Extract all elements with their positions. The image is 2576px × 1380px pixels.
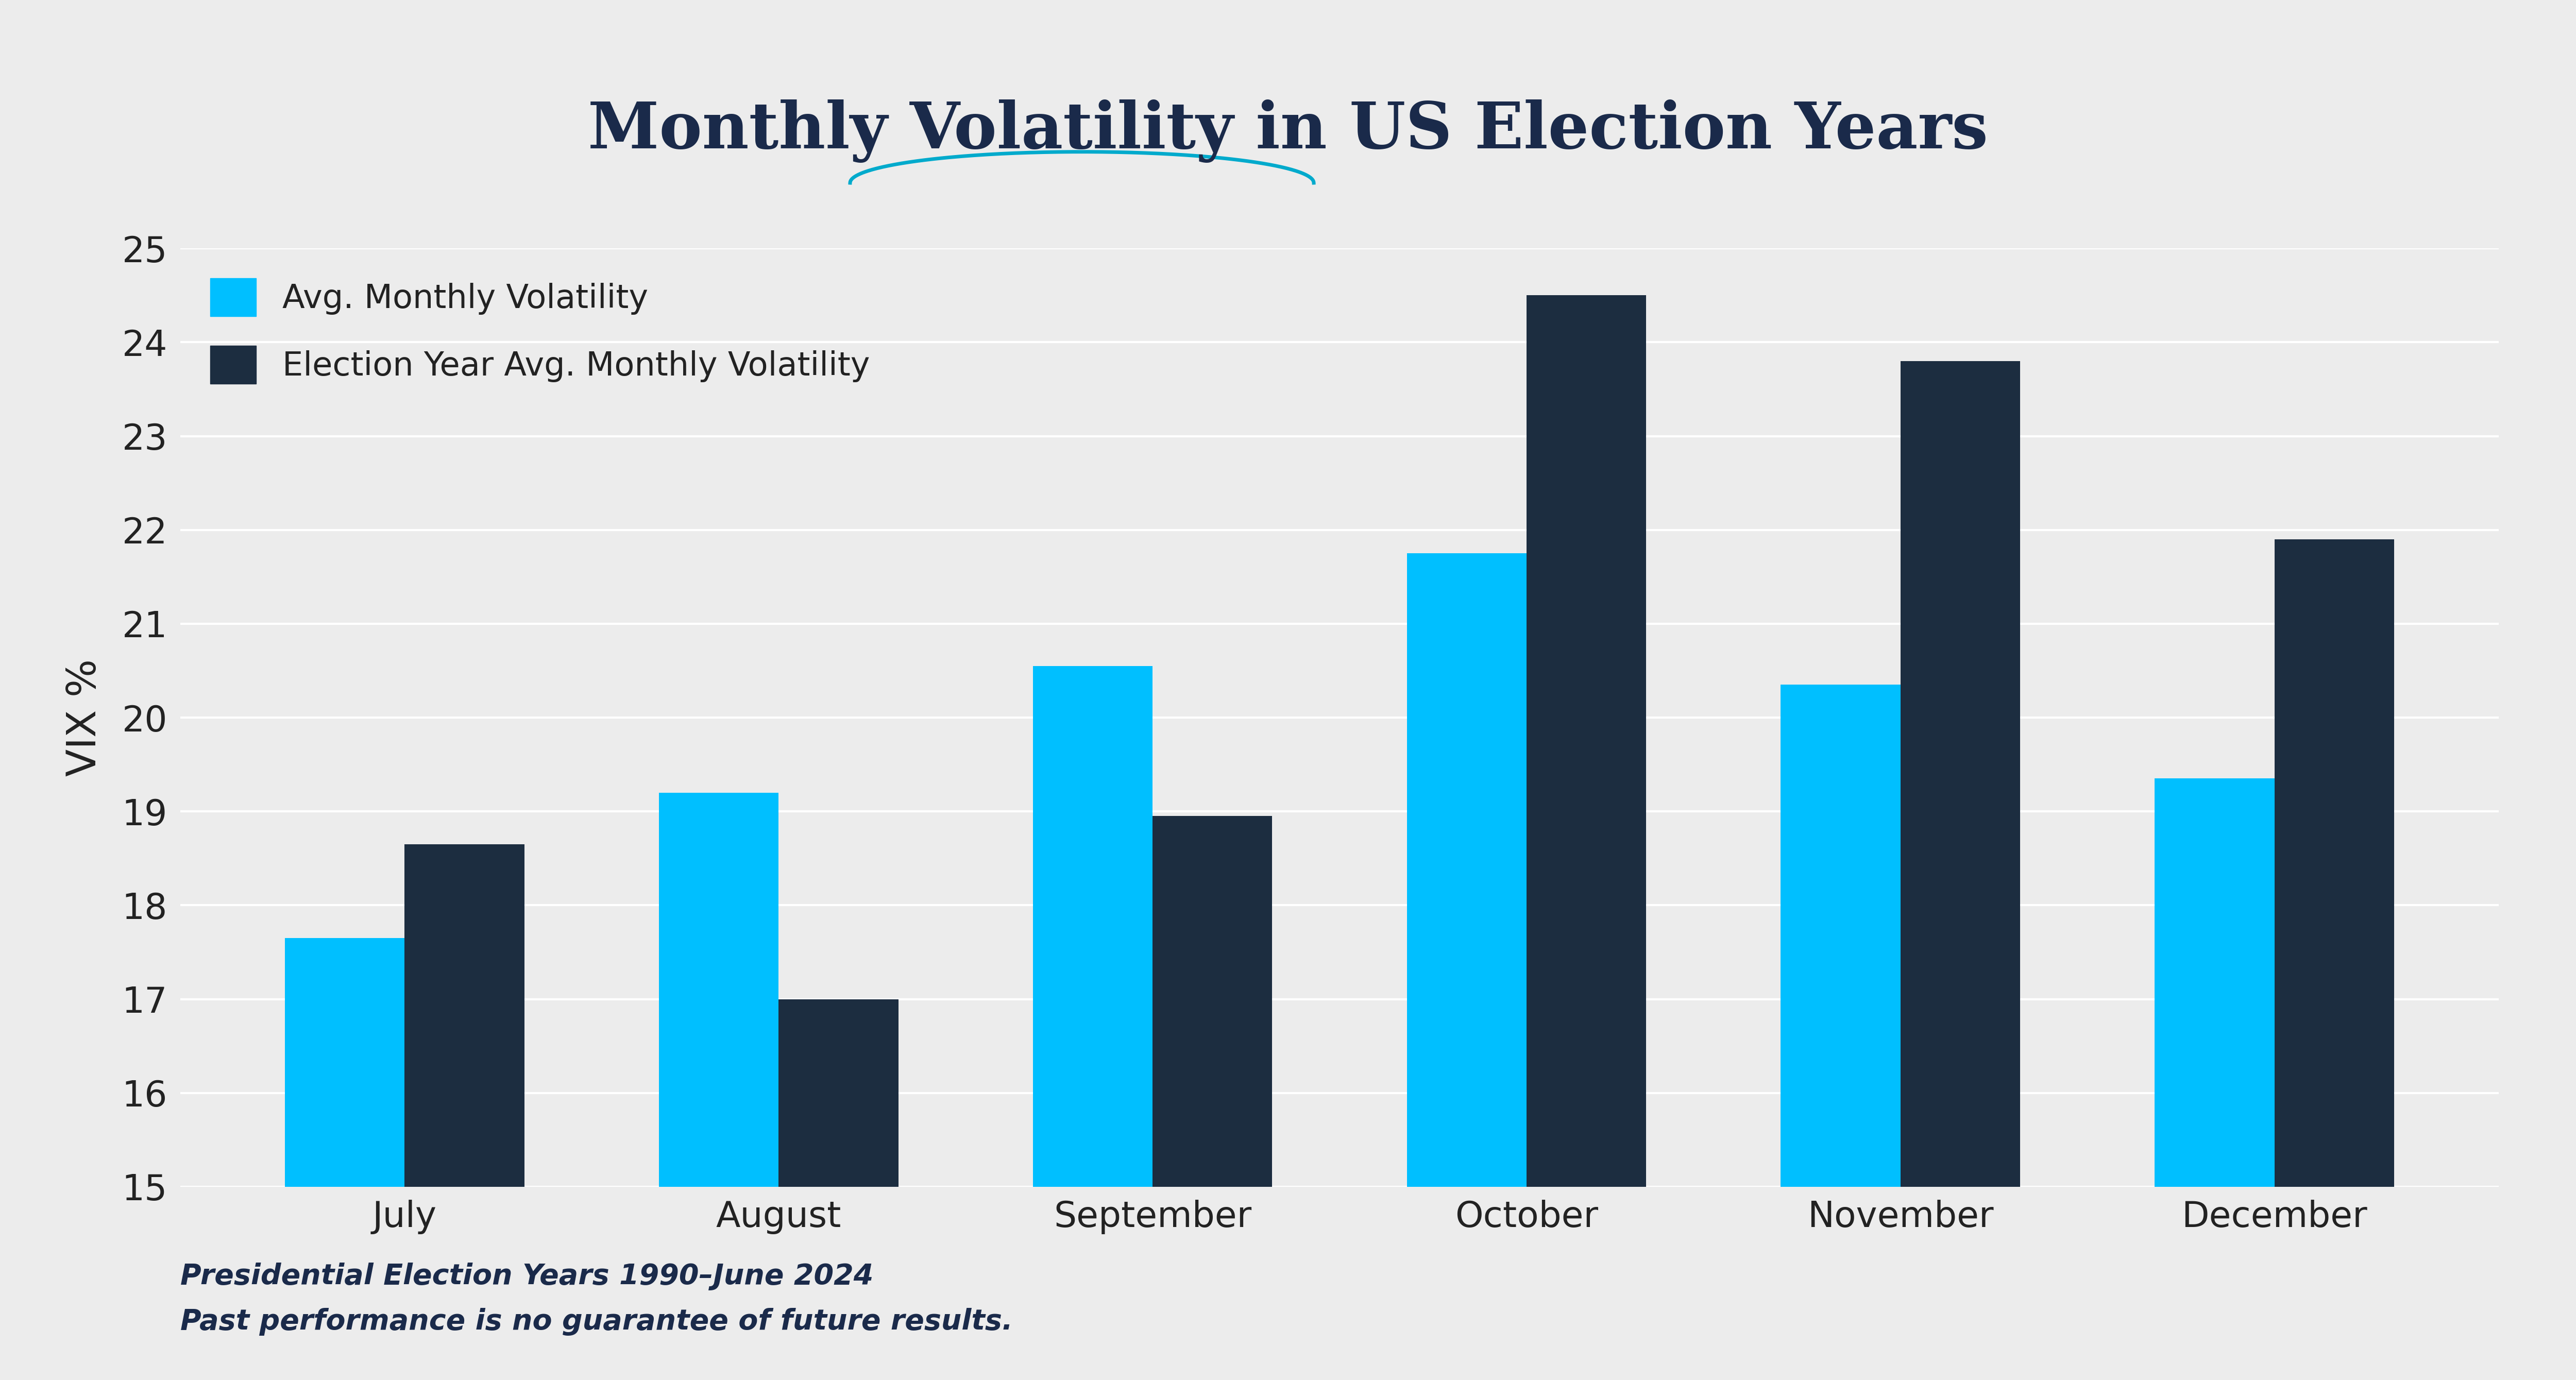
Text: Past performance is no guarantee of future results.: Past performance is no guarantee of futu… [180,1308,1012,1336]
Text: Monthly Volatility in US Election Years: Monthly Volatility in US Election Years [587,99,1989,163]
Bar [1151,816,1273,1187]
Bar [2154,778,2275,1187]
Bar [659,792,778,1187]
Legend: Avg. Monthly Volatility, Election Year Avg. Monthly Volatility: Avg. Monthly Volatility, Election Year A… [196,265,884,397]
Bar [1901,362,2020,1187]
Y-axis label: VIX %: VIX % [64,658,103,777]
Text: Presidential Election Years 1990–June 2024: Presidential Election Years 1990–June 20… [180,1263,873,1290]
Bar [1406,553,1528,1187]
Bar [2275,540,2393,1187]
Bar [1780,684,1901,1187]
Bar [286,938,404,1187]
Bar [1033,667,1151,1187]
Bar [778,999,899,1187]
Bar [1528,295,1646,1187]
Bar [404,845,526,1187]
